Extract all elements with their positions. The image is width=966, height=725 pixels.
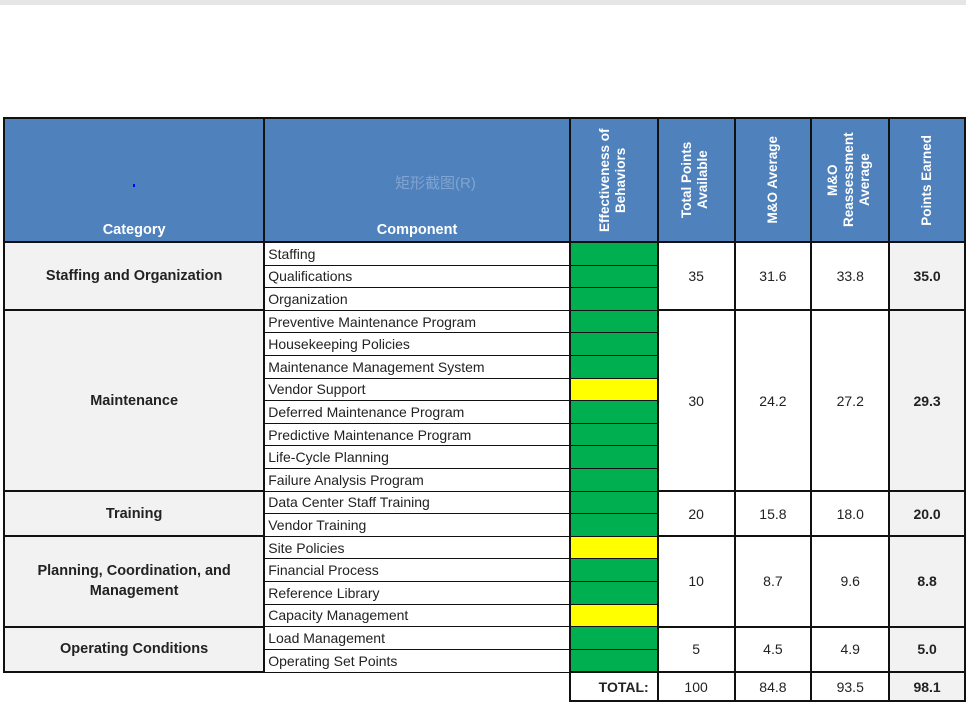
total-points-cell: 35 (656, 240, 736, 312)
table-row: Vendor Support (4, 377, 965, 402)
table-row: Housekeeping Policies (4, 332, 965, 356)
component-cell: Housekeeping Policies (263, 332, 571, 356)
effectiveness-status-green (568, 626, 659, 650)
mo-reassessment-cell: 4.9 (810, 625, 891, 674)
component-cell: Load Management (263, 626, 571, 650)
table-row: Qualifications (4, 264, 965, 289)
points-earned-cell: 8.8 (888, 535, 966, 628)
mo-average-cell: 31.6 (733, 240, 813, 312)
total-row: TOTAL: 100 84.8 93.5 98.1 (4, 671, 966, 703)
total-points-cell: 10 (656, 535, 736, 628)
header-component: Component (263, 117, 571, 243)
points-earned-cell: 20.0 (888, 490, 966, 538)
table-row: Deferred Maintenance Program (4, 400, 965, 424)
component-cell: Operating Set Points (263, 648, 571, 673)
effectiveness-status-green (568, 354, 659, 379)
effectiveness-status-green (568, 558, 659, 582)
component-cell: Preventive Maintenance Program (263, 309, 571, 334)
effectiveness-status-yellow (568, 603, 659, 628)
effectiveness-status-green (568, 422, 659, 447)
table-row: Vendor Training (4, 513, 965, 537)
table-row: Organization (4, 287, 965, 311)
mo-average-cell: 24.2 (733, 309, 813, 493)
table-row: Predictive Maintenance Program (4, 422, 965, 447)
table-row: Reference Library (4, 580, 965, 605)
total-points-total: 100 (656, 671, 736, 703)
component-cell: Life-Cycle Planning (263, 445, 571, 469)
component-cell: Data Center Staff Training (263, 490, 571, 515)
component-cell: Deferred Maintenance Program (263, 400, 571, 424)
effectiveness-status-green (568, 309, 659, 334)
component-cell: Predictive Maintenance Program (263, 422, 571, 447)
header-category: Category (2, 117, 266, 243)
table-row: Operating Conditions Load Management 5 4.5 4… (2, 625, 966, 674)
points-earned-cell: 29.3 (888, 309, 966, 493)
component-cell: Vendor Training (263, 513, 571, 537)
effectiveness-status-green (568, 287, 659, 311)
component-cell: Site Policies (263, 535, 571, 560)
header-row: Category Component Effectiveness of Beha… (2, 117, 966, 243)
component-cell: Capacity Management (263, 603, 571, 628)
table-row: Failure Analysis Program (4, 467, 965, 492)
points-earned-cell: 35.0 (888, 240, 966, 312)
cursor-dot (133, 184, 135, 187)
category-cell: Operating Conditions (2, 625, 266, 674)
table-row: Planning, Coordination, and Management Si… (2, 535, 966, 628)
effectiveness-status-green (568, 264, 659, 289)
effectiveness-status-green (568, 467, 659, 492)
table-row: Life-Cycle Planning (4, 445, 965, 469)
total-points-cell: 30 (656, 309, 736, 493)
effectiveness-status-green (568, 648, 659, 673)
mo-average-cell: 15.8 (733, 490, 813, 538)
effectiveness-status-green (568, 400, 659, 424)
effectiveness-status-green (568, 580, 659, 605)
component-cell: Reference Library (263, 580, 571, 605)
total-points-cell: 20 (656, 490, 736, 538)
effectiveness-status-green (568, 241, 659, 266)
header-mo-reassessment: M&O Reassessment Average (810, 117, 891, 243)
blank-cell (4, 672, 570, 702)
category-cell: Maintenance (2, 309, 266, 493)
scorecard-table: Category Component Effectiveness of Beha… (2, 117, 966, 703)
component-cell: Qualifications (263, 264, 571, 289)
component-cell: Financial Process (263, 558, 571, 582)
top-border (0, 0, 966, 5)
points-earned-cell: 5.0 (888, 625, 966, 674)
mo-reassessment-cell: 27.2 (810, 309, 891, 493)
effectiveness-status-yellow (568, 535, 659, 560)
points-earned-total: 98.1 (888, 671, 966, 703)
mo-reassessment-cell: 33.8 (810, 240, 891, 312)
total-label: TOTAL: (568, 671, 659, 703)
header-mo-average: M&O Average (733, 117, 813, 243)
header-points-earned: Points Earned (888, 117, 966, 243)
table-row: Staffing and Organization Staffing 35 31.6 3… (2, 240, 966, 312)
mo-average-cell: 8.7 (733, 535, 813, 628)
mo-reassessment-total: 93.5 (810, 671, 891, 703)
category-cell: Planning, Coordination, and Management (2, 535, 266, 628)
component-cell: Vendor Support (263, 377, 571, 402)
effectiveness-status-green (568, 445, 659, 469)
header-effectiveness: Effectiveness of Behaviors (568, 117, 659, 243)
component-cell: Organization (263, 287, 571, 311)
effectiveness-status-green (568, 490, 659, 515)
mo-reassessment-cell: 18.0 (810, 490, 891, 538)
effectiveness-status-green (568, 332, 659, 356)
mo-average-total: 84.8 (733, 671, 813, 703)
effectiveness-status-yellow (568, 377, 659, 402)
category-cell: Staffing and Organization (2, 240, 266, 312)
header-total-points: Total Points Available (656, 117, 736, 243)
mo-reassessment-cell: 9.6 (810, 535, 891, 628)
total-points-cell: 5 (656, 625, 736, 674)
table-row: Capacity Management (4, 603, 965, 628)
table-row: Maintenance Preventive Maintenance Progra… (2, 309, 966, 493)
screenshot-watermark: 矩形截图(R) (395, 175, 476, 192)
table-row: Operating Set Points (4, 648, 965, 673)
mo-average-cell: 4.5 (733, 625, 813, 674)
component-cell: Failure Analysis Program (263, 467, 571, 492)
category-cell: Training (2, 490, 266, 538)
component-cell: Maintenance Management System (263, 354, 571, 379)
effectiveness-status-green (568, 513, 659, 537)
table-row: Training Data Center Staff Training 20 15.8… (2, 490, 966, 538)
component-cell: Staffing (263, 241, 571, 266)
